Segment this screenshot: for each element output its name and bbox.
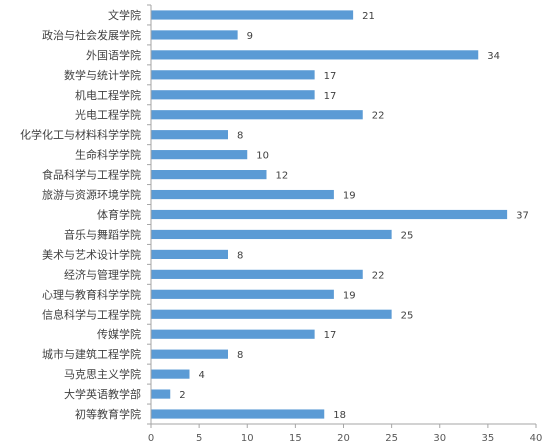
bar (151, 110, 363, 120)
category-label: 经济与管理学院 (64, 267, 141, 281)
category-label: 美术与艺术设计学院 (42, 247, 141, 261)
data-label: 12 (276, 171, 289, 182)
bar (151, 269, 363, 279)
bar (151, 209, 508, 220)
data-label: 25 (401, 310, 414, 321)
data-label: 9 (247, 31, 253, 42)
data-label: 4 (199, 370, 205, 381)
bar (151, 249, 228, 259)
category-label: 数学与统计学院 (64, 68, 141, 82)
category-label: 旅游与资源环境学院 (42, 188, 141, 202)
category-label: 马克思主义学院 (64, 367, 141, 381)
data-label: 21 (362, 11, 375, 22)
bar (151, 90, 315, 100)
bar (151, 369, 190, 379)
category-label: 生命科学学院 (75, 148, 141, 162)
x-tick-label: 5 (196, 433, 202, 444)
x-tick-label: 25 (385, 433, 398, 444)
category-label: 城市与建筑工程学院 (42, 347, 141, 361)
category-label: 文学院 (108, 8, 141, 22)
category-label: 食品科学与工程学院 (42, 168, 141, 182)
data-label: 19 (343, 290, 356, 301)
x-tick-label: 20 (337, 433, 350, 444)
bar (151, 30, 238, 40)
data-label: 22 (372, 111, 385, 122)
category-label: 传媒学院 (97, 327, 141, 341)
x-tick-label: 30 (433, 433, 446, 444)
bar (151, 289, 334, 299)
bar (151, 189, 334, 200)
data-label: 10 (256, 151, 269, 162)
bar (151, 389, 171, 399)
x-tick-label: 15 (289, 433, 302, 444)
category-label: 心理与教育科学学院 (42, 287, 141, 301)
bar (151, 170, 267, 180)
bar (151, 130, 228, 140)
bar (151, 409, 325, 419)
category-label: 音乐与舞蹈学院 (64, 227, 141, 241)
category-label: 大学英语教学部 (64, 387, 141, 401)
data-label: 18 (333, 410, 346, 421)
data-label: 19 (343, 191, 356, 202)
category-label: 体育学院 (97, 208, 141, 222)
bar (151, 309, 392, 319)
bar (151, 10, 354, 20)
x-tick-label: 10 (241, 433, 254, 444)
x-tick-label: 40 (530, 433, 543, 444)
x-tick-label: 0 (148, 433, 154, 444)
category-label: 信息科学与工程学院 (42, 307, 141, 321)
bar (151, 50, 479, 60)
category-label: 政治与社会发展学院 (42, 28, 141, 42)
data-label: 17 (324, 91, 337, 102)
category-label: 化学化工与材料科学学院 (20, 128, 141, 142)
category-label: 机电工程学院 (75, 88, 141, 102)
data-label: 37 (516, 211, 529, 222)
data-label: 22 (372, 270, 385, 281)
data-label: 8 (237, 350, 243, 361)
bars-layer (151, 10, 508, 419)
data-label: 8 (237, 250, 243, 261)
data-label: 34 (487, 51, 500, 62)
axis-layer: 0 5 10 15 20 25 30 35 40 (147, 4, 543, 444)
x-tick-label: 35 (482, 433, 495, 444)
data-label: 17 (324, 330, 337, 341)
data-label: 8 (237, 131, 243, 142)
category-label: 外国语学院 (86, 48, 141, 62)
bar (151, 150, 248, 160)
bar (151, 229, 392, 240)
bar (151, 329, 315, 339)
bar (151, 70, 315, 80)
bar (151, 349, 228, 359)
data-label: 2 (179, 390, 185, 401)
category-label: 光电工程学院 (75, 108, 141, 122)
labels-layer: 文学院 21 政治与社会发展学院 9 外国语学院 34 数学与统计学院 17 机电工程学院 17 光… (20, 8, 529, 421)
data-label: 17 (324, 71, 337, 82)
category-label: 初等教育学院 (75, 407, 141, 421)
data-label: 25 (401, 230, 414, 241)
